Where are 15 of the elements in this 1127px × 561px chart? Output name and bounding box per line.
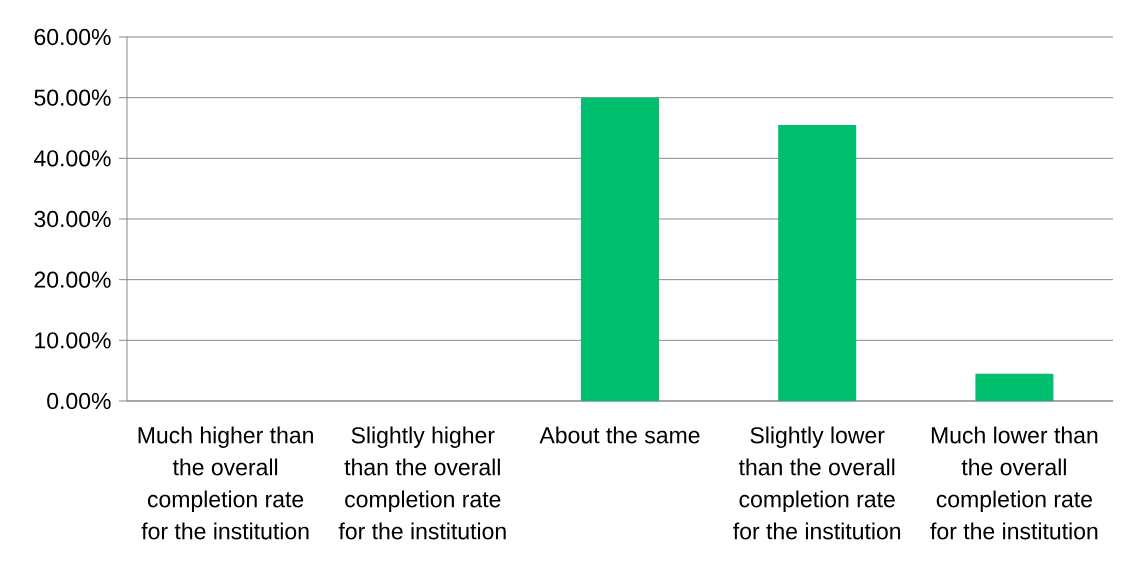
bar (778, 124, 857, 401)
x-tick-label: About the same (539, 426, 700, 444)
y-tick-label: 40.00% (34, 150, 111, 167)
y-tick-label: 20.00% (34, 271, 111, 288)
x-tick-label: Much higher than the overall completion rate for the institution (138, 426, 313, 540)
y-tick-label: 0.00% (47, 392, 111, 410)
x-tick-label: Much lower than the overall completion rate for the institution (930, 426, 1098, 540)
y-tick-label: 60.00% (34, 28, 111, 46)
bar (581, 97, 660, 401)
y-tick-label: 10.00% (35, 332, 111, 349)
bar (975, 373, 1054, 401)
y-tick-label: 50.00% (34, 89, 111, 106)
y-tick-label: 30.00% (34, 210, 111, 228)
x-tick-label: Slightly higher than the overall completion rate for the institution (338, 426, 506, 540)
x-tick-label: Slightly lower than the overall completion rate for the institution (733, 426, 901, 540)
